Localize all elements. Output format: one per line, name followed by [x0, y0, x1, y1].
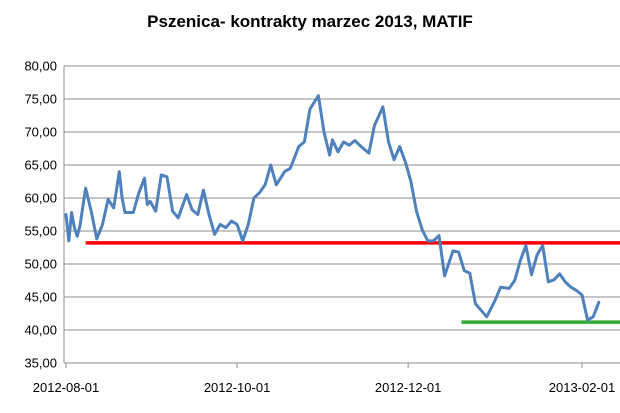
- y-tick-label: 35,00: [24, 356, 57, 371]
- x-tick-label: 2012-10-01: [204, 380, 271, 395]
- y-tick-label: 60,00: [24, 191, 57, 206]
- y-axis: 80,00 75,00 70,00 65,00 60,00 55,00 50,00 45,00…: [24, 59, 65, 371]
- x-tick-label: 2012-08-01: [33, 380, 100, 395]
- y-tick-label: 50,00: [24, 257, 57, 272]
- y-tick-label: 40,00: [24, 323, 57, 338]
- x-tick-label: 2013-02-01: [549, 380, 616, 395]
- x-tick-label: 2012-12-01: [375, 380, 442, 395]
- x-axis: 2012-08-01 2012-10-01 2012-12-01 2013-02-01: [33, 362, 620, 395]
- grid-lines: [64, 65, 620, 364]
- y-tick-label: 70,00: [24, 125, 57, 140]
- y-tick-label: 75,00: [24, 92, 57, 107]
- chart-title: Pszenica- kontrakty marzec 2013, MATIF: [147, 12, 473, 31]
- series-line: [64, 94, 601, 322]
- y-tick-label: 45,00: [24, 290, 57, 305]
- series: [64, 94, 601, 322]
- reference-lines: [85, 241, 620, 324]
- y-tick-label: 80,00: [24, 59, 57, 74]
- y-tick-label: 55,00: [24, 224, 57, 239]
- y-tick-label: 65,00: [24, 158, 57, 173]
